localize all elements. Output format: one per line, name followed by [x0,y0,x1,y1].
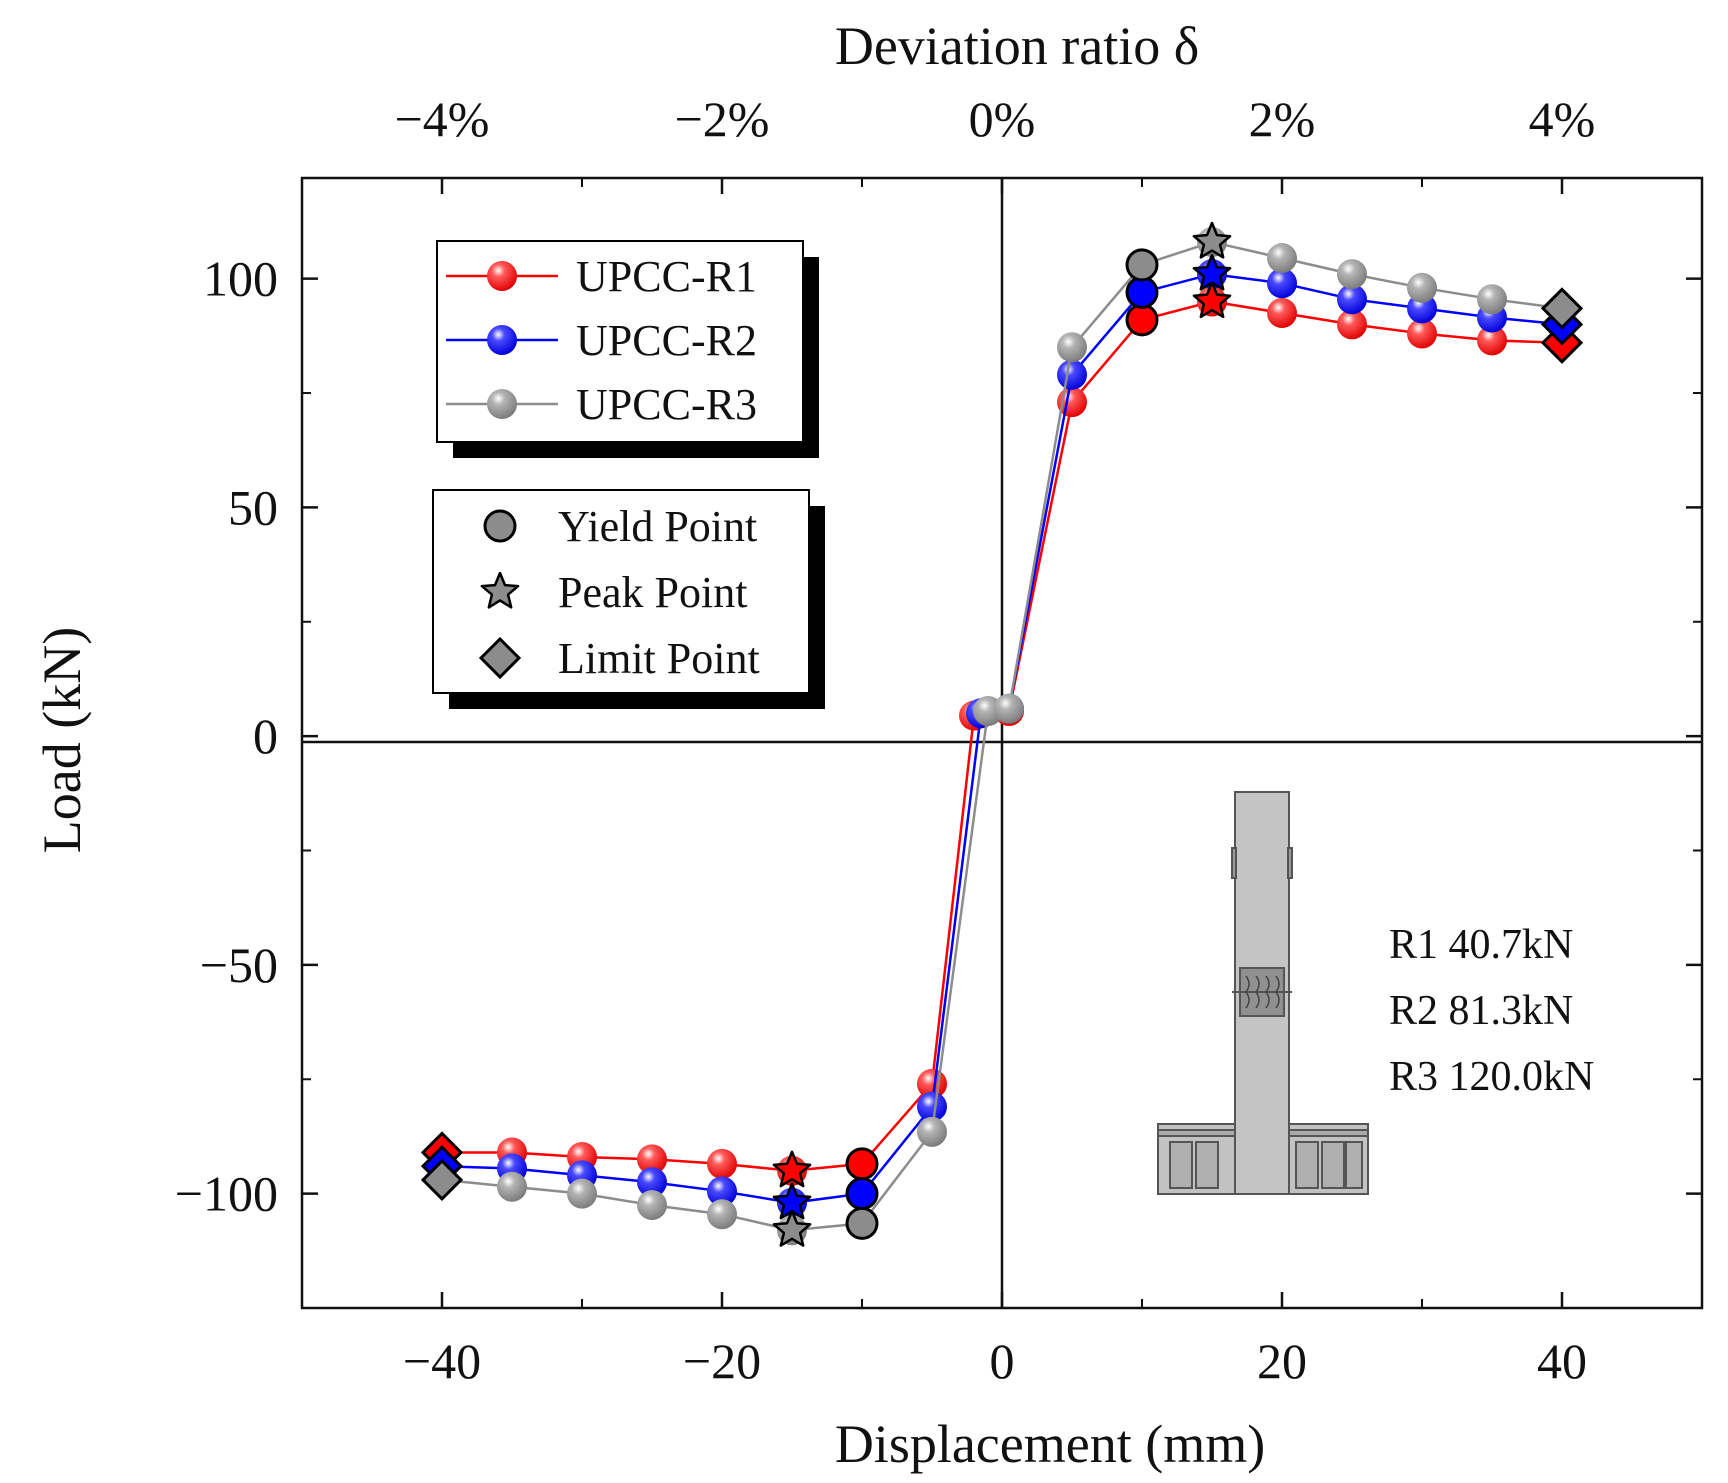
y-tick-label: −100 [175,1166,278,1222]
peak-point-marker [1192,253,1232,291]
peak-legend-icon [480,571,520,609]
limit-legend-icon [478,636,522,680]
data-point [1267,297,1297,328]
data-point [637,1144,667,1175]
peak-point-marker [1192,281,1232,319]
axial-load-label: R3 120.0kN [1389,1054,1594,1100]
data-point [1477,325,1507,356]
limit-point-marker [1540,287,1584,330]
yield-legend-icon [483,509,517,543]
data-point [1267,243,1297,274]
marker-legend-label: Peak Point [558,568,747,617]
top-tick-label: 0% [969,91,1036,147]
legend-marker [487,325,517,355]
yield-point-marker [1125,248,1159,282]
yield-point-marker [1125,275,1159,309]
data-point [707,1148,737,1179]
y-axis-title: Load (kN) [32,627,92,853]
data-point [1407,272,1437,303]
legend-marker [487,389,517,419]
yield-point-marker [1125,303,1159,337]
limit-point-marker [420,1158,464,1202]
key-points-UPCC-R3 [420,221,1584,1247]
data-point [1337,259,1367,290]
legend-label: UPCC-R1 [576,252,757,301]
x-tick-label: −20 [683,1333,761,1389]
peak-point-marker [772,1209,812,1247]
x-tick-label: 20 [1257,1333,1307,1389]
data-point [1337,309,1367,340]
legend-label: UPCC-R2 [576,316,757,365]
data-point [707,1176,737,1207]
x-tick-label: −40 [403,1333,481,1389]
yield-point-marker [845,1177,879,1211]
data-point [1057,359,1087,390]
data-point [994,693,1024,724]
top-tick-label: −2% [675,91,770,147]
axial-load-label: R2 81.3kN [1389,988,1573,1034]
peak-point-marker [1192,221,1232,259]
top-axis-title: Deviation ratio δ [835,16,1199,76]
top-tick-label: 4% [1529,91,1596,147]
data-point [1267,268,1297,299]
data-point [637,1167,667,1198]
legend-marker [487,261,517,291]
series-legend: UPCC-R1 UPCC-R2 UPCC-R3 [436,240,819,458]
marker-legend: Yield Point Peak Point Limit Point [432,489,825,709]
data-point [917,1091,947,1122]
y-tick-label: −50 [200,937,278,993]
marker-legend-label: Limit Point [558,634,760,683]
data-series [420,221,1584,1247]
x-tick-label: 0 [990,1333,1015,1389]
data-point [497,1171,527,1202]
data-point [1407,293,1437,324]
top-tick-label: 2% [1249,91,1316,147]
data-point [1477,284,1507,315]
specimen-schematic-icon [1157,791,1369,1195]
y-tick-label: 0 [253,708,278,764]
marker-legend-label: Yield Point [558,502,757,551]
top-tick-label: −4% [395,91,490,147]
y-tick-label: 100 [203,251,278,307]
x-tick-label: 40 [1537,1333,1587,1389]
peak-point-marker [772,1150,812,1188]
yield-point-marker [845,1206,879,1240]
axial-load-label: R1 40.7kN [1389,922,1573,968]
legend-label: UPCC-R3 [576,380,757,429]
data-point [637,1190,667,1221]
y-tick-label: 50 [228,479,278,535]
data-point [1337,284,1367,315]
plot-frame [300,176,1704,1310]
data-point [1057,332,1087,363]
x-axis-title: Displacement (mm) [835,1414,1265,1474]
data-point [567,1178,597,1209]
data-point [707,1199,737,1230]
data-point [1407,318,1437,349]
axis-ticks: −40 −20 0 20 40 −4% −2% 0% 2% 4% −100 −50 0 50 100 [175,91,1703,1389]
yield-point-marker [845,1147,879,1181]
axial-load-annotations: R1 40.7kN R2 81.3kN R3 120.0kN [1389,922,1594,1100]
data-point [917,1116,947,1147]
